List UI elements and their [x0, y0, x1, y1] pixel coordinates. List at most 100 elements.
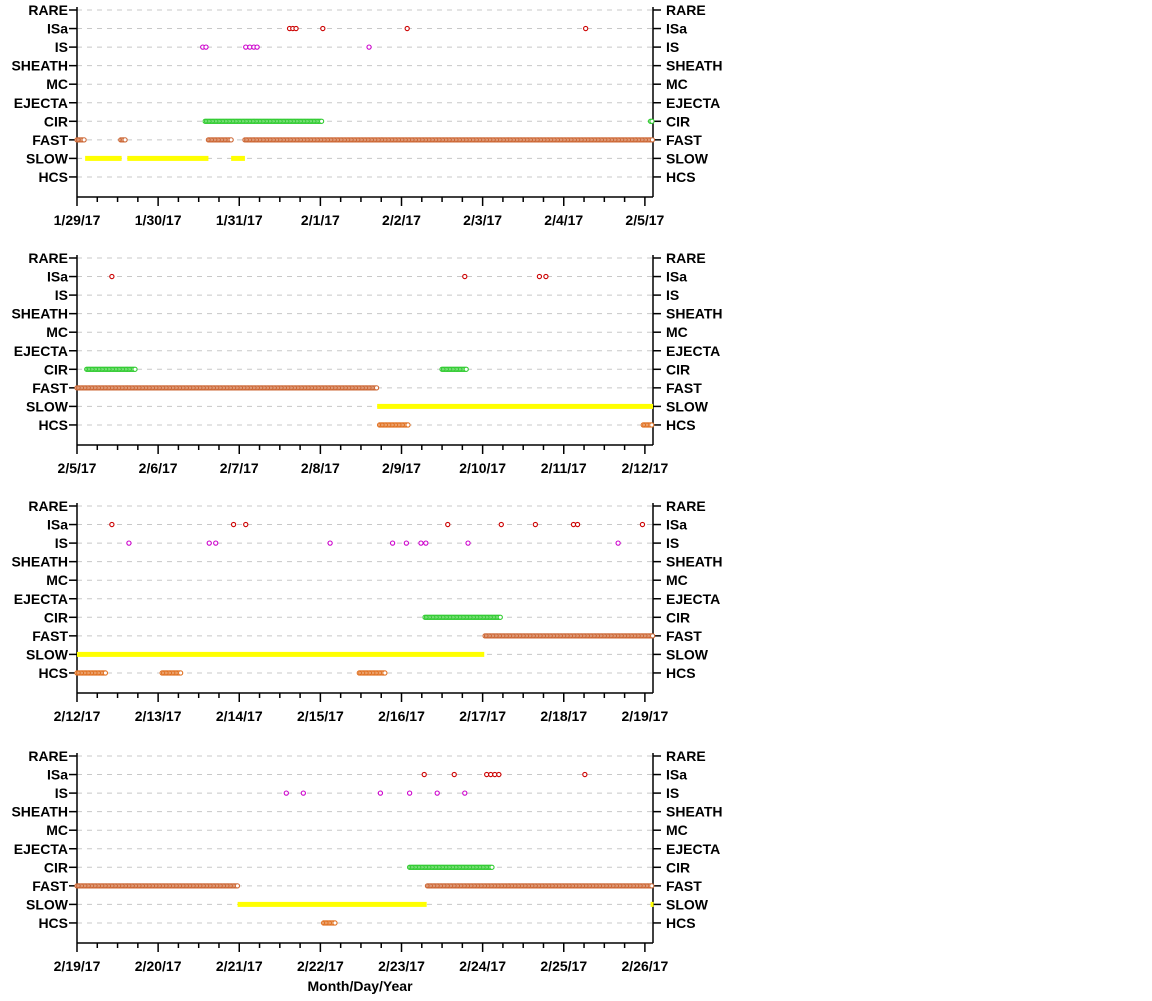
xtick-label: 2/8/17 [301, 460, 340, 476]
ylabel-right-hcs: HCS [666, 915, 696, 931]
isa-point [543, 273, 549, 280]
ylabel-right-cir: CIR [666, 113, 690, 129]
ylabel-right-isa: ISa [666, 21, 687, 37]
xtick-label: 2/25/17 [540, 958, 587, 974]
fast-point [122, 137, 128, 143]
x-axis-title: Month/Day/Year [307, 978, 413, 994]
isa-point [451, 771, 457, 778]
is-point [300, 790, 306, 796]
fast-point [649, 137, 656, 143]
ylabel-left-fast: FAST [32, 132, 68, 148]
ylabel-right-fast: FAST [666, 380, 702, 396]
panel-2: RARE RARE ISa ISa IS IS SHEATH SHEATH MC MC EJECTA… [11, 250, 722, 476]
xtick-label: 2/4/17 [544, 212, 583, 228]
ylabel-left-ejecta: EJECTA [14, 841, 68, 857]
xtick-label: 2/13/17 [135, 708, 182, 724]
xtick-label: 2/17/17 [459, 708, 506, 724]
ylabel-right-is: IS [666, 287, 679, 303]
panel-1: RARE RARE ISa ISa IS IS SHEATH SHEATH MC MC EJECTA… [11, 2, 722, 228]
ylabel-left-rare: RARE [28, 748, 68, 764]
isa-point [462, 273, 468, 280]
is-point [366, 44, 372, 50]
hcs-point [382, 670, 388, 676]
isa-point [583, 25, 589, 32]
slow-segment [77, 651, 485, 657]
ylabel-left-rare: RARE [28, 498, 68, 514]
ylabel-left-ejecta: EJECTA [14, 591, 68, 607]
is-point [213, 540, 219, 546]
ylabel-left-hcs: HCS [38, 417, 68, 433]
is-point [465, 540, 471, 546]
isa-point [421, 771, 427, 778]
ylabel-left-slow: SLOW [26, 150, 69, 166]
ylabel-right-hcs: HCS [666, 169, 696, 185]
ylabel-right-hcs: HCS [666, 417, 696, 433]
xtick-label: 2/11/17 [541, 460, 587, 476]
xtick-label: 2/19/17 [622, 708, 669, 724]
isa-point [498, 521, 504, 528]
xtick-label: 2/7/17 [220, 460, 259, 476]
isa-point [404, 25, 410, 32]
slow-segment [237, 901, 427, 907]
slow-segment [85, 155, 122, 161]
isa-point [109, 273, 115, 280]
isa-point [320, 25, 326, 32]
ylabel-right-mc: MC [666, 324, 688, 340]
ylabel-right-rare: RARE [666, 748, 706, 764]
ylabel-right-isa: ISa [666, 767, 687, 783]
ylabel-left-ejecta: EJECTA [14, 343, 68, 359]
hcs-point [177, 670, 184, 676]
ylabel-right-slow: SLOW [666, 896, 709, 912]
ylabel-right-slow: SLOW [666, 150, 709, 166]
ylabel-right-sheath: SHEATH [666, 58, 723, 74]
is-point [203, 44, 209, 50]
isa-point [293, 25, 299, 32]
cir-point [489, 864, 495, 870]
is-point [254, 44, 260, 50]
is-point [406, 790, 413, 796]
ylabel-left-isa: ISa [47, 21, 68, 37]
ylabel-right-sheath: SHEATH [666, 306, 723, 322]
ylabel-left-cir: CIR [44, 113, 68, 129]
ylabel-left-slow: SLOW [26, 646, 69, 662]
xtick-label: 2/10/17 [459, 460, 506, 476]
ylabel-right-slow: SLOW [666, 646, 709, 662]
ylabel-left-sheath: SHEATH [11, 804, 68, 820]
ylabel-left-hcs: HCS [38, 915, 68, 931]
ylabel-right-cir: CIR [666, 361, 690, 377]
xtick-label: 1/31/17 [216, 212, 263, 228]
is-point [434, 790, 440, 796]
slow-segment [650, 901, 654, 907]
xtick-label: 2/22/17 [297, 958, 344, 974]
ylabel-right-rare: RARE [666, 2, 706, 18]
ylabel-right-cir: CIR [666, 859, 690, 875]
fast-point [234, 883, 241, 889]
xtick-label: 1/30/17 [135, 212, 182, 228]
ylabel-left-is: IS [55, 287, 68, 303]
fast-point [649, 633, 656, 639]
xtick-label: 2/24/17 [459, 958, 506, 974]
cir-point [132, 366, 138, 372]
xtick-label: 2/12/17 [622, 460, 669, 476]
xtick-label: 2/14/17 [216, 708, 263, 724]
ylabel-right-fast: FAST [666, 132, 702, 148]
isa-point [445, 521, 451, 528]
hcs-point [102, 670, 109, 676]
xtick-label: 2/20/17 [135, 958, 182, 974]
ylabel-left-isa: ISa [47, 517, 68, 533]
cir-point [318, 118, 325, 124]
xtick-label: 2/5/17 [58, 460, 97, 476]
xtick-label: 2/26/17 [622, 958, 669, 974]
ylabel-left-cir: CIR [44, 361, 68, 377]
ylabel-left-mc: MC [46, 572, 68, 588]
is-point [126, 540, 132, 546]
ylabel-right-fast: FAST [666, 878, 702, 894]
ylabel-left-hcs: HCS [38, 665, 68, 681]
is-point [615, 540, 621, 546]
xtick-label: 2/19/17 [54, 958, 101, 974]
fast-point [373, 385, 380, 391]
slow-segment [377, 403, 653, 409]
ylabel-right-slow: SLOW [666, 398, 709, 414]
panel-4: RARE RARE ISa ISa IS IS SHEATH SHEATH MC MC EJECTA… [11, 748, 722, 974]
